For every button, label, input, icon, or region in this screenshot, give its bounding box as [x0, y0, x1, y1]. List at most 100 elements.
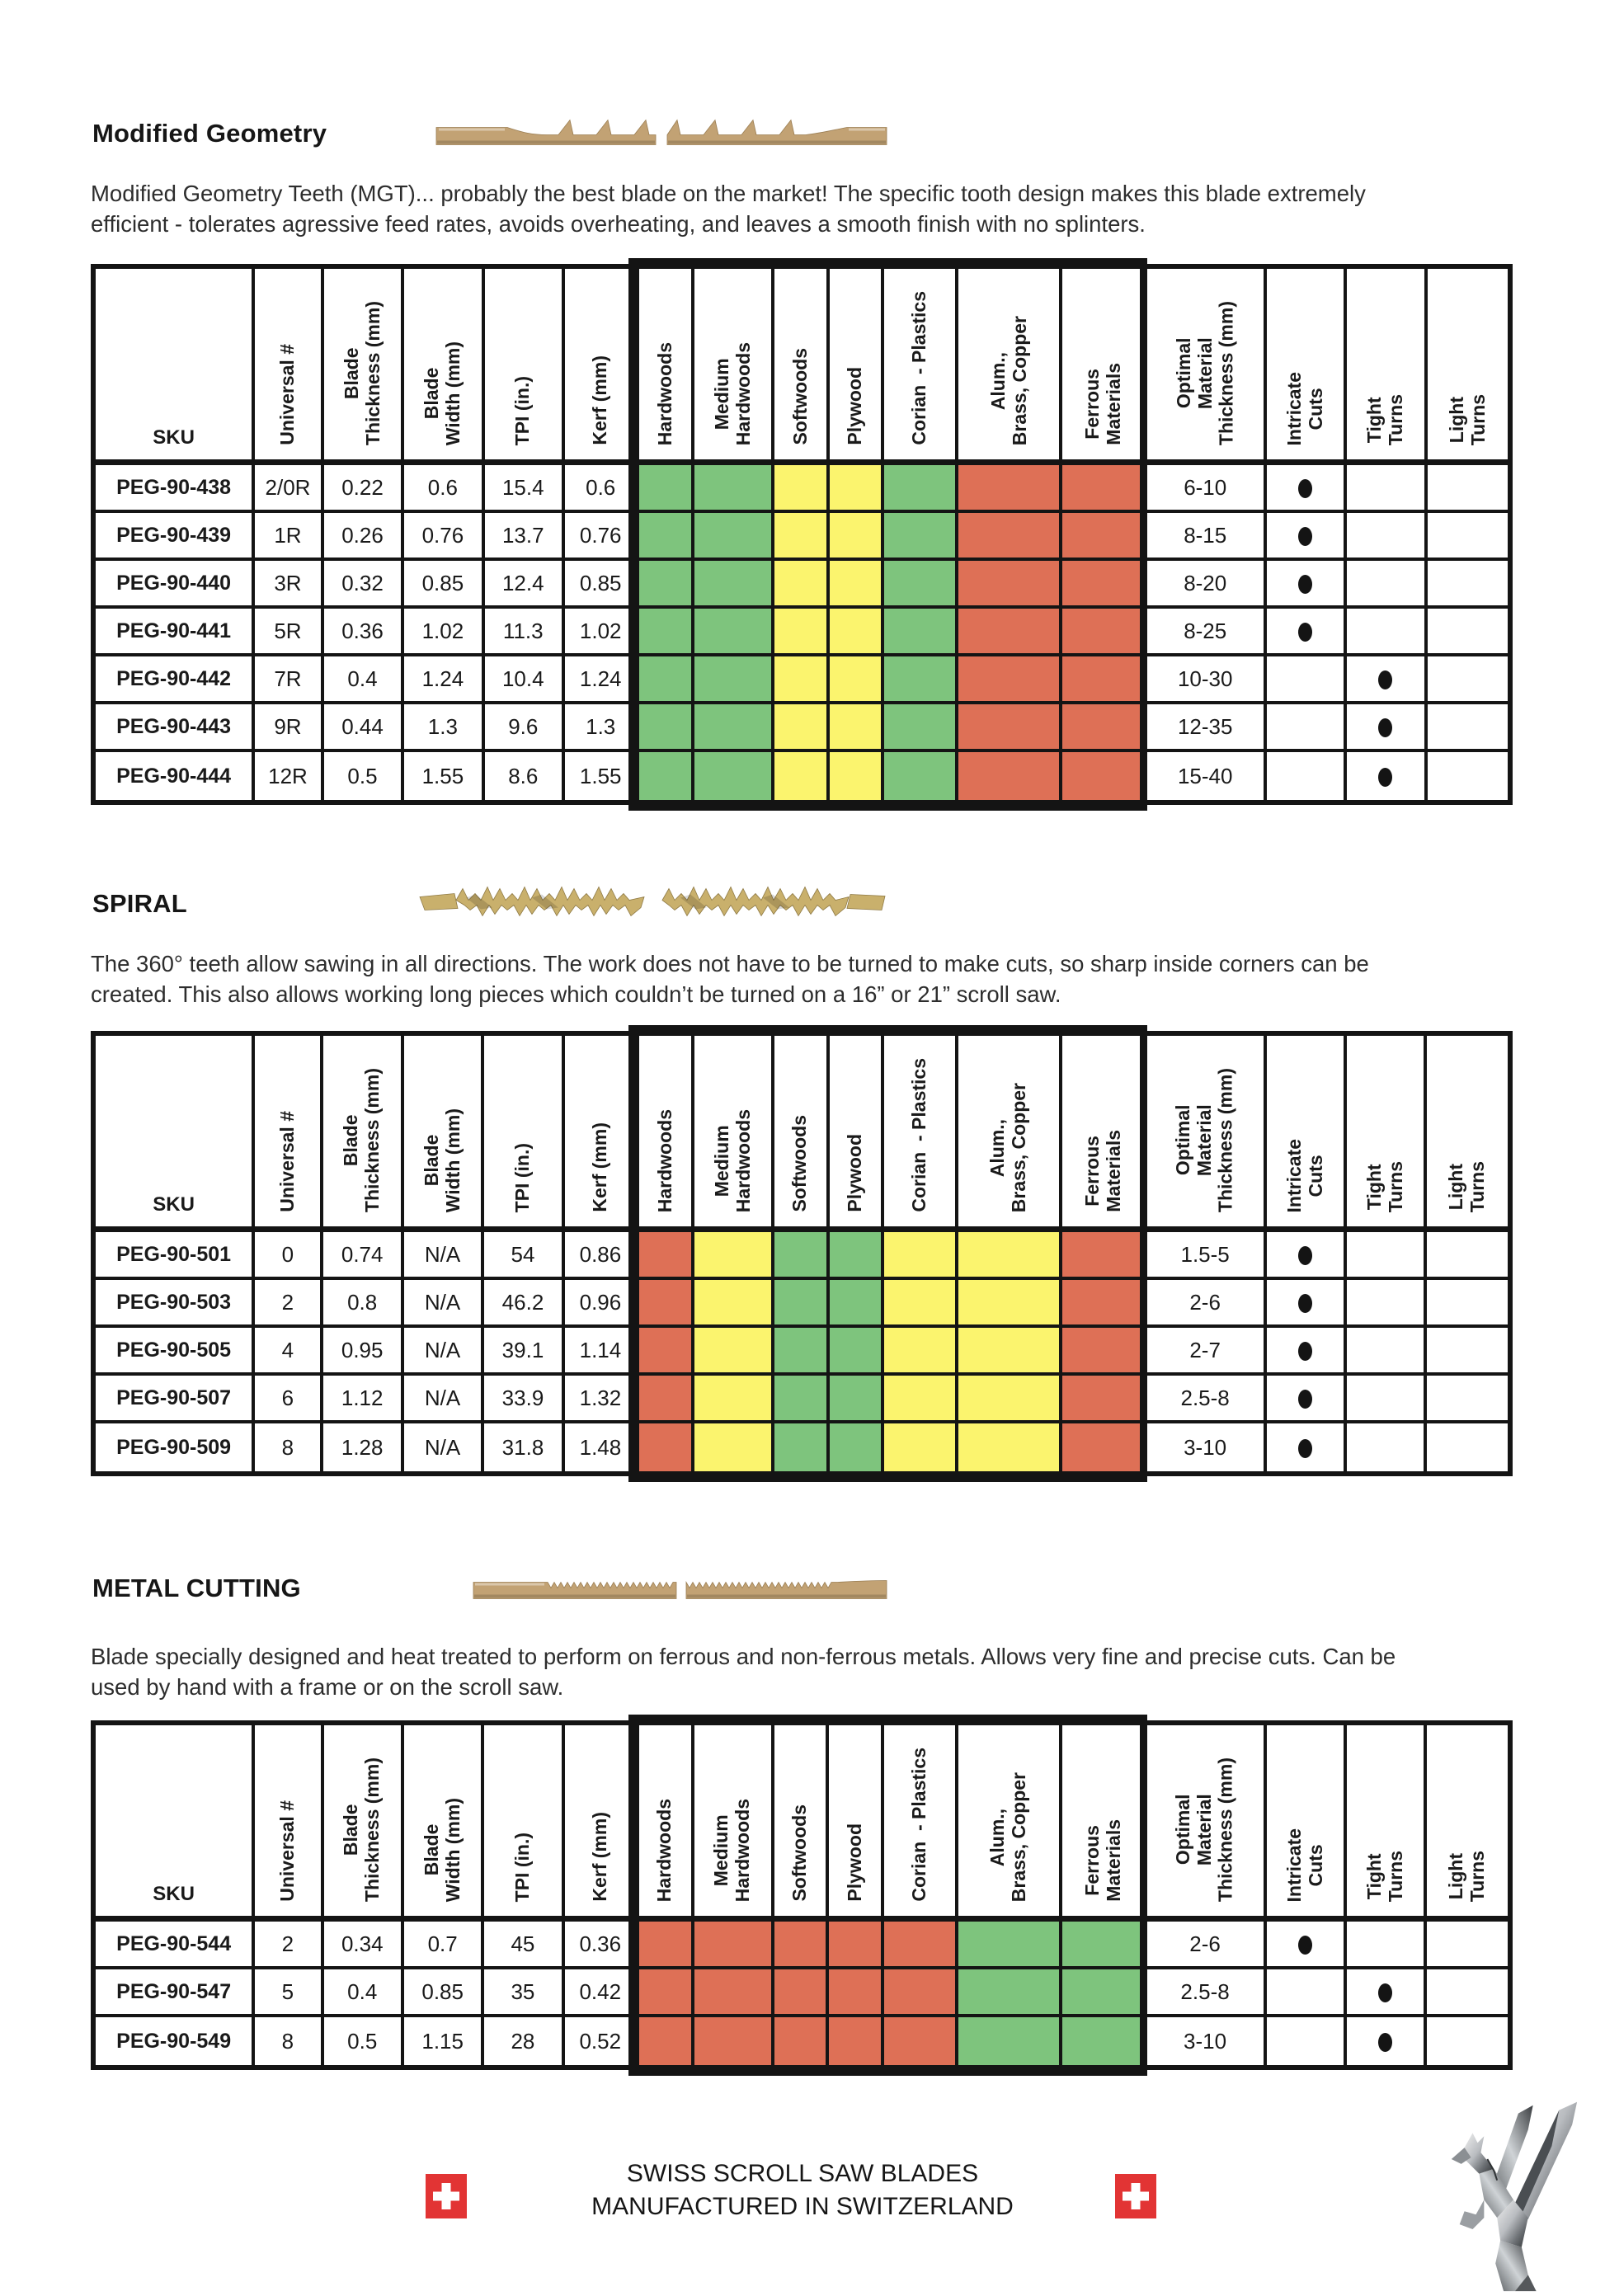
kerf-cell: 1.02	[564, 609, 640, 656]
tpi-cell: 8.6	[484, 752, 565, 800]
light-cell	[1427, 704, 1508, 752]
feature-dot	[1378, 670, 1393, 690]
tight-cell	[1347, 1969, 1428, 2017]
table-row: PEG-90-443 9R 0.44 1.3 9.6 1.3 12-35	[96, 704, 1508, 752]
optimal-cell: 3-10	[1146, 1423, 1267, 1471]
thickness-cell: 0.95	[323, 1328, 404, 1376]
material-cell-m6-red	[1062, 465, 1147, 513]
column-header-label: Intricate Cuts	[1283, 1828, 1326, 1902]
column-header-m5: Alum., Brass, Copper	[958, 1725, 1063, 1922]
feature-dot	[1297, 1439, 1312, 1459]
intricate-cell	[1266, 1376, 1348, 1423]
column-header-label: Intricate Cuts	[1283, 1138, 1326, 1212]
material-cell-m5-yellow	[958, 1328, 1063, 1376]
material-cell-m2-yellow	[774, 752, 830, 800]
column-header-thickness: Blade Thickness (mm)	[323, 1036, 404, 1232]
optimal-cell: 15-40	[1146, 752, 1267, 800]
column-header-label: Light Turns	[1445, 1850, 1489, 1902]
column-header-label: SKU	[153, 1883, 195, 1905]
thickness-cell: 0.44	[323, 704, 405, 752]
material-cell-m5-yellow	[958, 1376, 1063, 1423]
material-cell-m1-red	[694, 1922, 774, 1969]
material-cell-m2-yellow	[774, 465, 830, 513]
material-cell-m1-green	[694, 752, 775, 800]
column-header-m4: Corian - Plastics	[884, 1036, 959, 1232]
column-header-m2: Softwoods	[774, 1036, 830, 1232]
material-cell-m5-yellow	[958, 1423, 1063, 1471]
description-line: used by hand with a frame or on the scro…	[91, 1674, 564, 1700]
column-header-label: Softwoods	[788, 1804, 811, 1902]
kerf-cell: 0.42	[564, 1969, 639, 2017]
column-header-m0: Hardwoods	[639, 269, 694, 465]
table-row: PEG-90-507 6 1.12 N/A 33.9 1.32 2.5-8	[96, 1376, 1508, 1423]
material-cell-m4-yellow	[884, 1423, 959, 1471]
column-header-sku: SKU	[96, 269, 256, 465]
column-header-tight: Tight Turns	[1347, 1725, 1428, 1922]
column-header-m4: Corian - Plastics	[883, 1725, 959, 1922]
spec-table-wrap: SKU Universal # Blade Thickness (mm) Blade …	[91, 1025, 1513, 1482]
intricate-cell	[1266, 656, 1348, 704]
width-cell: 1.3	[404, 704, 485, 752]
tight-cell	[1347, 1376, 1428, 1423]
column-header-label: Kerf (mm)	[589, 355, 611, 445]
optimal-cell: 3-10	[1146, 2017, 1267, 2065]
material-cell-m5-red	[958, 752, 1063, 800]
material-cell-m0-red	[639, 2017, 694, 2065]
sku-cell: PEG-90-507	[96, 1376, 256, 1423]
material-cell-m5-yellow	[958, 1280, 1063, 1328]
universal-cell: 0	[255, 1232, 324, 1280]
tight-cell	[1347, 704, 1428, 752]
material-cell-m0-red	[639, 1969, 694, 2017]
material-cell-m4-green	[884, 704, 959, 752]
feature-dot	[1297, 1342, 1312, 1362]
column-header-tight: Tight Turns	[1347, 269, 1428, 465]
section-title: METAL CUTTING	[92, 1574, 301, 1602]
swiss-flag-left	[426, 2174, 467, 2218]
material-cell-m1-red	[694, 2017, 774, 2065]
material-cell-m2-green	[774, 1280, 830, 1328]
tpi-cell: 9.6	[484, 704, 565, 752]
column-header-label: Blade Thickness (mm)	[340, 1067, 384, 1212]
material-cell-m0-green	[639, 561, 694, 609]
intricate-cell	[1266, 465, 1348, 513]
width-cell: 0.6	[404, 465, 485, 513]
material-cell-m2-green	[774, 1232, 830, 1280]
optimal-cell: 2.5-8	[1146, 1969, 1267, 2017]
material-cell-m1-red	[694, 1969, 774, 2017]
width-cell: N/A	[403, 1280, 485, 1328]
tpi-cell: 39.1	[484, 1328, 565, 1376]
sku-cell: PEG-90-549	[96, 2017, 256, 2065]
universal-cell: 12R	[255, 752, 324, 800]
column-header-label: Ferrous Materials	[1080, 1819, 1124, 1902]
feature-dot	[1378, 2033, 1393, 2053]
column-header-m2: Softwoods	[774, 1725, 830, 1922]
material-cell-m6-red	[1062, 1423, 1147, 1471]
tpi-cell: 33.9	[484, 1376, 565, 1423]
column-header-label: Hardwoods	[653, 1108, 675, 1212]
table-row: PEG-90-503 2 0.8 N/A 46.2 0.96 2-6	[96, 1280, 1508, 1328]
material-cell-m3-yellow	[829, 752, 885, 800]
material-cell-m5-green	[958, 1969, 1063, 2017]
thickness-cell: 0.8	[323, 1280, 404, 1328]
material-cell-m4-yellow	[884, 1232, 959, 1280]
column-header-tpi: TPI (in.)	[484, 1725, 565, 1922]
description-line: Modified Geometry Teeth (MGT)... probabl…	[91, 181, 1366, 206]
column-header-label: Intricate Cuts	[1283, 371, 1326, 445]
optimal-cell: 6-10	[1146, 465, 1267, 513]
table-row: PEG-90-547 5 0.4 0.85 35 0.42 2.5-8	[96, 1969, 1508, 2017]
column-header-label: Optimal Material Thickness (mm)	[1172, 1757, 1236, 1902]
tpi-cell: 28	[484, 2017, 565, 2065]
section-header: Modified Geometry	[91, 112, 1513, 155]
material-cell-m6-green	[1062, 2017, 1147, 2065]
universal-cell: 2	[255, 1922, 324, 1969]
optimal-cell: 2-6	[1146, 1922, 1267, 1969]
column-header-label: Light Turns	[1445, 1160, 1489, 1212]
feature-dot	[1297, 527, 1312, 547]
width-cell: 0.76	[404, 513, 485, 561]
kerf-cell: 1.32	[564, 1376, 640, 1423]
column-header-label: Alum., Brass, Copper	[986, 315, 1030, 445]
material-cell-m2-yellow	[774, 513, 830, 561]
column-header-label: Kerf (mm)	[588, 1812, 610, 1902]
width-cell: 1.55	[404, 752, 485, 800]
material-cell-m0-green	[639, 656, 694, 704]
